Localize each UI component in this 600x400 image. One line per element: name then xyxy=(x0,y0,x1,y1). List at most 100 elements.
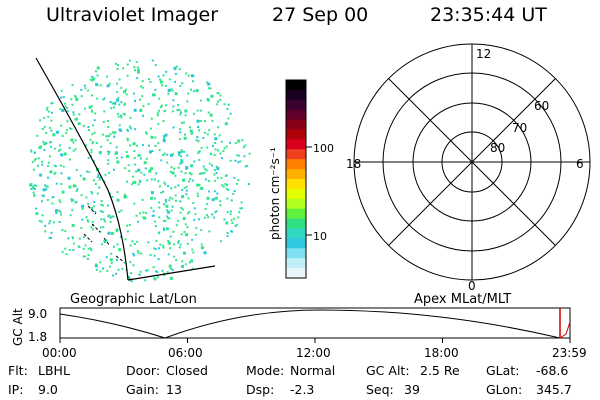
image-pixel xyxy=(137,252,140,255)
image-pixel xyxy=(206,81,209,84)
image-pixel xyxy=(178,246,181,249)
image-pixel xyxy=(108,151,111,153)
image-pixel xyxy=(174,174,177,177)
image-pixel xyxy=(213,169,216,171)
image-pixel xyxy=(152,210,155,213)
image-pixel xyxy=(98,186,101,189)
image-pixel xyxy=(71,103,74,106)
image-pixel xyxy=(195,139,198,142)
image-pixel xyxy=(94,210,97,213)
image-pixel xyxy=(41,194,44,197)
image-pixel xyxy=(184,114,187,117)
image-pixel xyxy=(219,94,222,97)
image-pixel xyxy=(207,180,210,182)
image-pixel xyxy=(173,255,176,258)
image-pixel xyxy=(167,210,171,214)
image-pixel xyxy=(75,201,78,204)
image-pixel xyxy=(140,85,142,88)
image-pixel xyxy=(206,203,209,205)
image-pixel xyxy=(202,136,205,139)
image-pixel xyxy=(195,226,198,229)
image-pixel xyxy=(167,240,170,242)
image-pixel xyxy=(45,131,48,134)
altitude-ytick-low: 1.8 xyxy=(28,330,47,344)
image-pixel xyxy=(184,172,187,175)
image-pixel xyxy=(152,214,155,217)
image-pixel xyxy=(91,94,94,97)
image-pixel xyxy=(69,127,71,130)
image-pixel xyxy=(154,136,157,139)
image-pixel xyxy=(168,217,171,220)
image-pixel xyxy=(66,110,69,113)
image-pixel xyxy=(188,211,191,214)
image-pixel xyxy=(216,103,219,106)
image-pixel xyxy=(109,192,112,195)
image-pixel xyxy=(78,113,81,116)
image-pixel xyxy=(186,154,189,157)
image-pixel xyxy=(70,138,74,142)
image-pixel xyxy=(144,167,147,170)
image-pixel xyxy=(70,200,73,203)
image-pixel xyxy=(92,228,94,231)
image-pixel xyxy=(41,200,43,203)
image-pixel xyxy=(49,170,53,174)
image-pixel xyxy=(214,179,217,182)
image-pixel xyxy=(216,167,220,170)
image-pixel xyxy=(46,106,49,109)
image-pixel xyxy=(107,231,111,235)
instrument-title: Ultraviolet Imager xyxy=(46,4,219,26)
image-pixel xyxy=(74,139,77,142)
image-pixel xyxy=(59,200,62,203)
image-pixel xyxy=(109,133,112,136)
colorbar-cell xyxy=(286,139,306,150)
image-pixel xyxy=(91,192,94,195)
image-pixel xyxy=(90,151,93,154)
image-pixel xyxy=(149,127,152,130)
image-pixel xyxy=(126,180,128,183)
image-pixel xyxy=(179,85,182,87)
image-pixel xyxy=(120,116,123,119)
image-pixel xyxy=(116,243,119,246)
image-pixel xyxy=(162,244,165,247)
image-pixel xyxy=(157,258,160,261)
image-pixel xyxy=(90,148,93,151)
image-pixel xyxy=(170,153,173,157)
image-pixel xyxy=(135,61,138,64)
mlt-label-6: 6 xyxy=(576,157,584,171)
image-pixel xyxy=(109,258,113,262)
image-pixel xyxy=(96,192,99,195)
image-pixel xyxy=(91,75,94,78)
image-pixel xyxy=(51,102,54,105)
image-pixel xyxy=(44,230,47,233)
image-pixel xyxy=(109,142,112,145)
ip-label: IP: xyxy=(8,382,24,397)
image-pixel xyxy=(176,109,179,112)
image-pixel xyxy=(64,247,67,250)
image-pixel xyxy=(227,189,230,191)
image-pixel xyxy=(120,86,123,89)
image-pixel xyxy=(120,114,122,117)
image-pixel xyxy=(141,198,144,201)
image-pixel xyxy=(46,185,49,188)
image-pixel xyxy=(42,188,46,192)
image-pixel xyxy=(40,220,43,223)
colorbar-cell xyxy=(286,109,306,121)
image-pixel xyxy=(72,249,75,252)
image-pixel xyxy=(197,140,200,143)
image-pixel xyxy=(173,167,176,170)
image-pixel xyxy=(208,129,211,132)
image-pixel xyxy=(199,99,202,102)
image-pixel xyxy=(105,239,108,242)
image-pixel xyxy=(214,211,217,214)
image-pixel xyxy=(52,133,56,137)
image-pixel xyxy=(165,201,167,204)
image-pixel xyxy=(239,160,242,163)
image-pixel xyxy=(91,133,94,136)
image-pixel xyxy=(129,144,131,147)
xtick-2359: 23:59 xyxy=(552,346,587,360)
image-pixel xyxy=(120,156,123,159)
image-pixel xyxy=(105,256,108,259)
image-pixel xyxy=(194,213,197,216)
image-pixel xyxy=(148,150,152,154)
image-pixel xyxy=(47,165,49,168)
